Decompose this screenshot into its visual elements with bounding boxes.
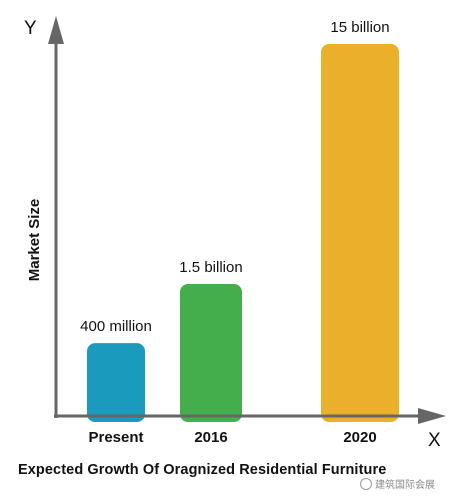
wechat-icon: [360, 477, 372, 490]
y-axis-arrow: [48, 16, 64, 44]
category-label-2016: 2016: [194, 429, 227, 446]
category-label-present: Present: [88, 429, 143, 446]
value-label-present: 400 million: [80, 318, 152, 335]
category-label-2020: 2020: [343, 429, 376, 446]
bar-2020: [321, 44, 399, 422]
value-label-2020: 15 billion: [330, 19, 389, 36]
bar-present: [87, 343, 145, 422]
y-axis-letter: Y: [24, 18, 37, 39]
watermark: 建筑国际会展: [360, 476, 435, 491]
value-label-2016: 1.5 billion: [179, 259, 242, 276]
x-axis-letter: X: [428, 430, 441, 451]
bar-2016: [180, 284, 242, 422]
y-axis-title: Market Size: [26, 199, 43, 282]
watermark-text: 建筑国际会展: [375, 480, 435, 491]
chart-title: Expected Growth Of Oragnized Residential…: [18, 462, 387, 478]
x-axis-arrow: [418, 408, 446, 424]
